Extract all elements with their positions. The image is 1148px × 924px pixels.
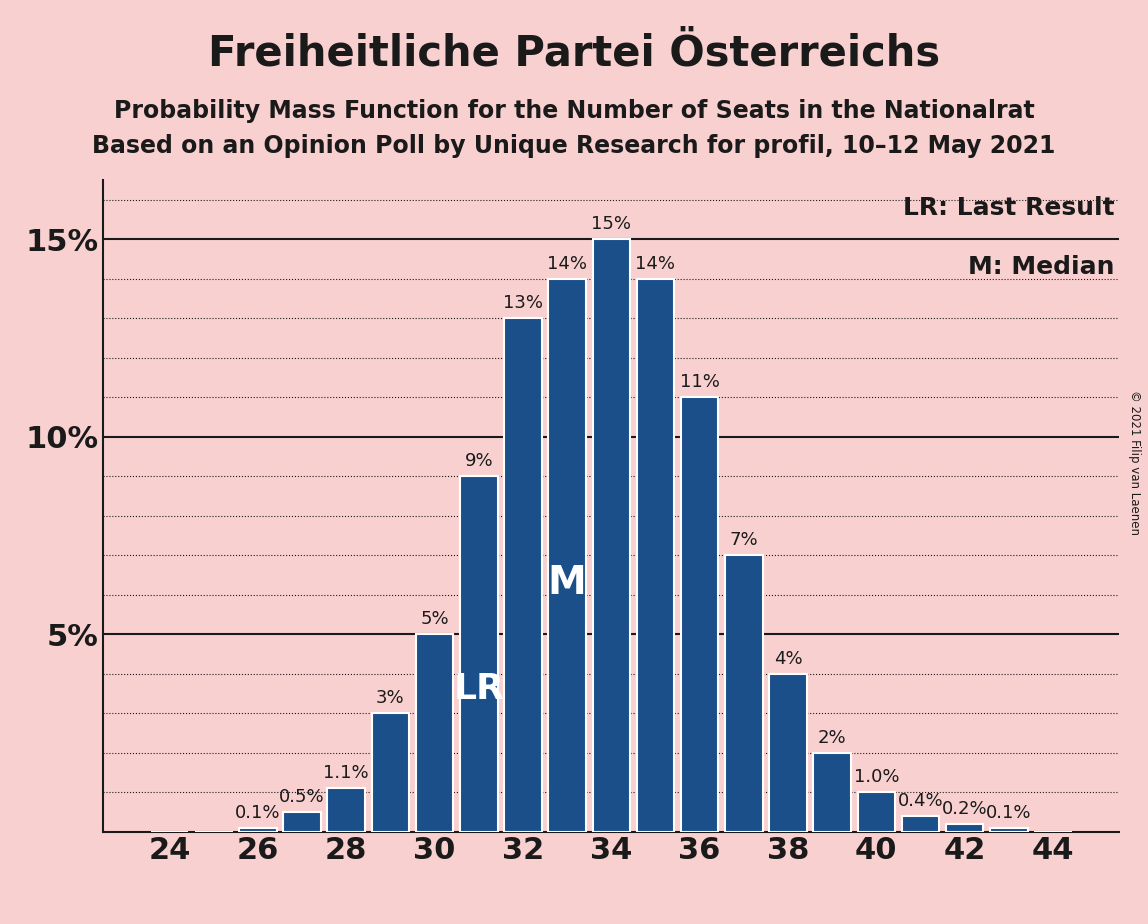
Bar (504, 319, 542, 832)
Bar (769, 674, 807, 832)
Text: 0.4%: 0.4% (898, 792, 944, 809)
Text: 9%: 9% (465, 453, 494, 470)
Text: 3%: 3% (377, 689, 405, 707)
Text: 5%: 5% (420, 610, 449, 628)
Text: 13%: 13% (503, 295, 543, 312)
Text: 0.2%: 0.2% (941, 800, 987, 818)
Bar (327, 788, 365, 832)
Bar (858, 792, 895, 832)
Bar (726, 555, 762, 832)
Bar (372, 713, 409, 832)
Bar (901, 816, 939, 832)
Bar (239, 828, 277, 832)
Text: 0.1%: 0.1% (235, 804, 280, 821)
Text: 14%: 14% (548, 255, 587, 273)
Text: 0.5%: 0.5% (279, 788, 325, 806)
Bar (416, 634, 453, 832)
Text: M: Median: M: Median (968, 255, 1115, 279)
Text: Probability Mass Function for the Number of Seats in the Nationalrat: Probability Mass Function for the Number… (114, 99, 1034, 123)
Text: 11%: 11% (680, 373, 720, 392)
Text: 1.1%: 1.1% (324, 764, 370, 783)
Text: Freiheitliche Partei Österreichs: Freiheitliche Partei Österreichs (208, 32, 940, 74)
Text: 0.1%: 0.1% (986, 804, 1032, 821)
Text: 15%: 15% (591, 215, 631, 234)
Bar (592, 239, 630, 832)
Bar (681, 397, 719, 832)
Text: 14%: 14% (636, 255, 675, 273)
Text: Based on an Opinion Poll by Unique Research for profil, 10–12 May 2021: Based on an Opinion Poll by Unique Resea… (92, 134, 1056, 158)
Bar (284, 812, 321, 832)
Text: 1.0%: 1.0% (854, 768, 899, 786)
Text: M: M (548, 564, 587, 602)
Text: 7%: 7% (729, 531, 758, 549)
Text: 4%: 4% (774, 650, 802, 668)
Bar (990, 828, 1027, 832)
Bar (549, 279, 585, 832)
Bar (814, 753, 851, 832)
Bar (637, 279, 674, 832)
Text: 2%: 2% (817, 729, 846, 747)
Text: LR: Last Result: LR: Last Result (902, 197, 1115, 221)
Text: © 2021 Filip van Laenen: © 2021 Filip van Laenen (1127, 390, 1141, 534)
Bar (460, 476, 497, 832)
Bar (946, 823, 984, 832)
Text: LR: LR (453, 673, 504, 707)
